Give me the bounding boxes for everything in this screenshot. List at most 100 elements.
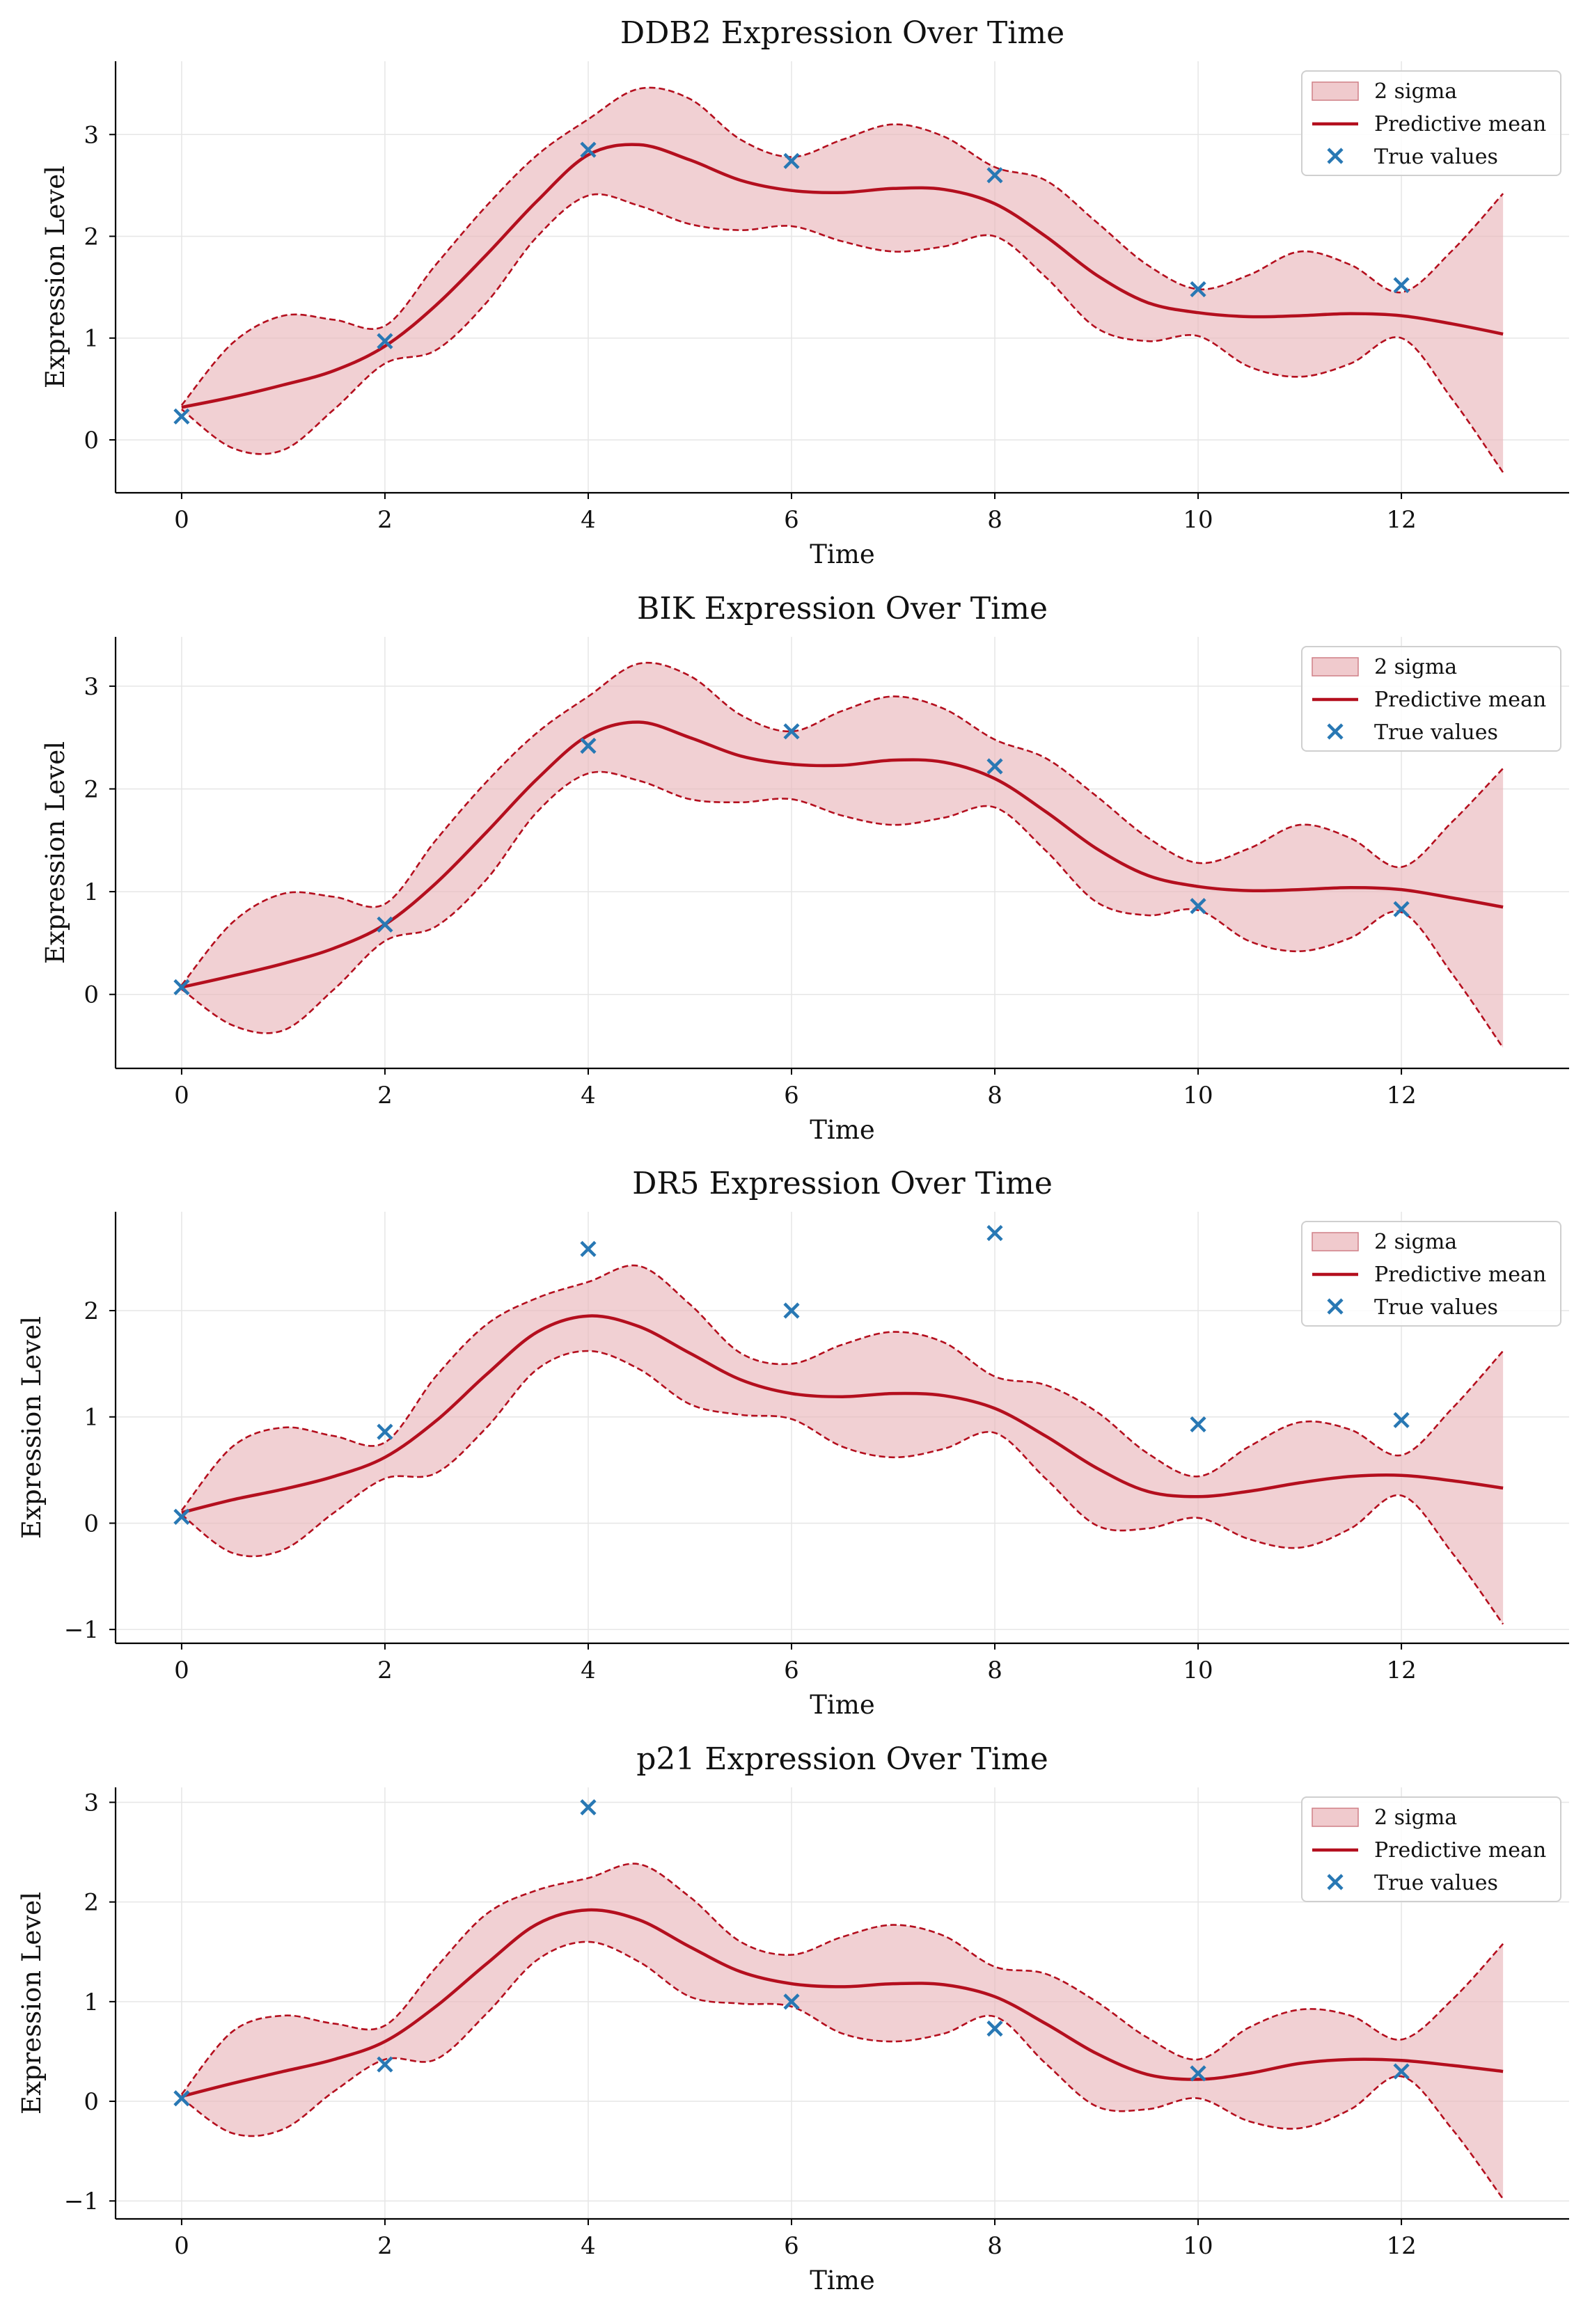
- x-tick-label: 12: [1386, 2232, 1416, 2260]
- y-tick-label: 0: [84, 427, 99, 454]
- legend-box: [1301, 646, 1561, 752]
- x-tick-label: 2: [377, 1657, 393, 1684]
- legend: 2 sigma Predictive mean True values: [1301, 1221, 1561, 1327]
- x-tick-label: 8: [987, 1657, 1002, 1684]
- y-axis-label: Expression Level: [17, 1892, 47, 2114]
- predictive-mean-line: [181, 1908, 1504, 2098]
- legend-truth-swatch: [1327, 1298, 1344, 1315]
- gridlines: [116, 1212, 1569, 1643]
- true-value-marker: [1393, 277, 1410, 294]
- x-tick-label: 8: [987, 2232, 1002, 2260]
- y-tick-label: 2: [84, 775, 99, 803]
- y-tick-label: 2: [84, 1889, 99, 1917]
- y-tick-label: 0: [84, 2088, 99, 2116]
- x-tick-label: 0: [174, 2232, 189, 2260]
- chart-title: DR5 Expression Over Time: [632, 1166, 1053, 1201]
- true-value-marker: [1190, 1416, 1206, 1433]
- predictive-mean-line: [181, 1314, 1504, 1515]
- true-value-marker: [377, 2056, 393, 2073]
- y-tick-label: 1: [84, 1989, 99, 2016]
- x-tick-label: 10: [1183, 506, 1213, 534]
- true-value-marker: [173, 979, 190, 995]
- true-value-marker: [580, 141, 597, 158]
- two-sigma-band: [181, 87, 1504, 473]
- true-value-marker: [580, 1799, 597, 1816]
- x-tick-label: 0: [174, 506, 189, 534]
- true-value-marker: [783, 723, 800, 740]
- y-axis-label: Expression Level: [17, 1316, 47, 1539]
- true-value-marker: [1190, 898, 1206, 915]
- x-tick-label: 2: [377, 506, 393, 534]
- legend-band-label: 2 sigma: [1374, 79, 1457, 104]
- legend-band-swatch: [1312, 657, 1359, 677]
- true-value-marker: [783, 152, 800, 169]
- y-axis-label: Expression Level: [40, 741, 70, 964]
- x-tick-label: 4: [581, 2232, 596, 2260]
- legend-truth-swatch: [1327, 1874, 1344, 1890]
- upper-bound-line: [180, 1264, 1504, 1511]
- two-sigma-band: [181, 1863, 1504, 2199]
- x-tick-label: 2: [377, 1082, 393, 1109]
- true-value-marker: [1190, 280, 1206, 298]
- predictive-mean-line: [181, 143, 1504, 409]
- x-tick-label: 4: [581, 1657, 596, 1684]
- two-sigma-band: [181, 663, 1504, 1048]
- legend-truth-swatch: [1327, 148, 1344, 164]
- x-tick-label: 0: [174, 1082, 189, 1109]
- y-tick-label: 0: [84, 1510, 99, 1538]
- x-axis-label: Time: [810, 1690, 875, 1720]
- lower-bound-line: [181, 1350, 1504, 1625]
- legend-band-label: 2 sigma: [1374, 1230, 1457, 1254]
- legend: 2 sigma Predictive mean True values: [1301, 646, 1561, 752]
- x-tick-label: 6: [784, 506, 799, 534]
- legend-truth-label: True values: [1374, 145, 1498, 169]
- x-tick-label: 10: [1183, 1657, 1213, 1684]
- x-tick-label: 8: [987, 1082, 1002, 1109]
- legend-truth-label: True values: [1374, 720, 1498, 745]
- true-value-marker: [986, 167, 1003, 184]
- legend-mean-label: Predictive mean: [1374, 1838, 1546, 1863]
- legend: 2 sigma Predictive mean True values: [1301, 1796, 1561, 1902]
- y-axis-label: Expression Level: [40, 166, 70, 388]
- x-tick-label: 4: [581, 506, 596, 534]
- legend-box: [1301, 1796, 1561, 1902]
- y-tick-label: 1: [84, 878, 99, 906]
- true-value-marker: [580, 1240, 597, 1258]
- y-tick-label: 1: [84, 1404, 99, 1432]
- legend-truth-swatch: [1327, 723, 1344, 740]
- true-value-marker: [986, 2020, 1003, 2037]
- y-tick-label: 3: [84, 673, 99, 701]
- upper-bound-line: [180, 86, 1504, 406]
- legend-box: [1301, 1221, 1561, 1327]
- y-tick-label: 3: [84, 1789, 99, 1817]
- x-tick-label: 6: [784, 2232, 799, 2260]
- y-tick-label: 0: [84, 981, 99, 1009]
- legend-mean-label: Predictive mean: [1374, 688, 1546, 712]
- true-value-marker: [1393, 1412, 1410, 1428]
- legend-band-swatch: [1312, 1232, 1359, 1251]
- x-tick-label: 12: [1386, 506, 1416, 534]
- true-value-marker: [783, 1302, 800, 1319]
- two-sigma-band: [181, 1265, 1504, 1625]
- x-axis-label: Time: [810, 539, 875, 569]
- y-tick-label: 3: [84, 121, 99, 149]
- legend: 2 sigma Predictive mean True values: [1301, 70, 1561, 176]
- x-tick-label: 6: [784, 1657, 799, 1684]
- x-tick-label: 6: [784, 1082, 799, 1109]
- legend-truth-label: True values: [1374, 1295, 1498, 1320]
- true-value-marker: [1190, 2065, 1206, 2082]
- true-value-marker: [580, 737, 597, 754]
- legend-band-swatch: [1312, 81, 1359, 101]
- true-value-marker: [1393, 901, 1410, 917]
- y-tick-label: −1: [64, 2188, 99, 2215]
- x-tick-label: 12: [1386, 1657, 1416, 1684]
- true-value-marker: [173, 2090, 190, 2107]
- true-value-marker: [986, 758, 1003, 775]
- lower-bound-line: [181, 770, 1504, 1049]
- x-tick-label: 10: [1183, 2232, 1213, 2260]
- x-axis-label: Time: [810, 1115, 875, 1145]
